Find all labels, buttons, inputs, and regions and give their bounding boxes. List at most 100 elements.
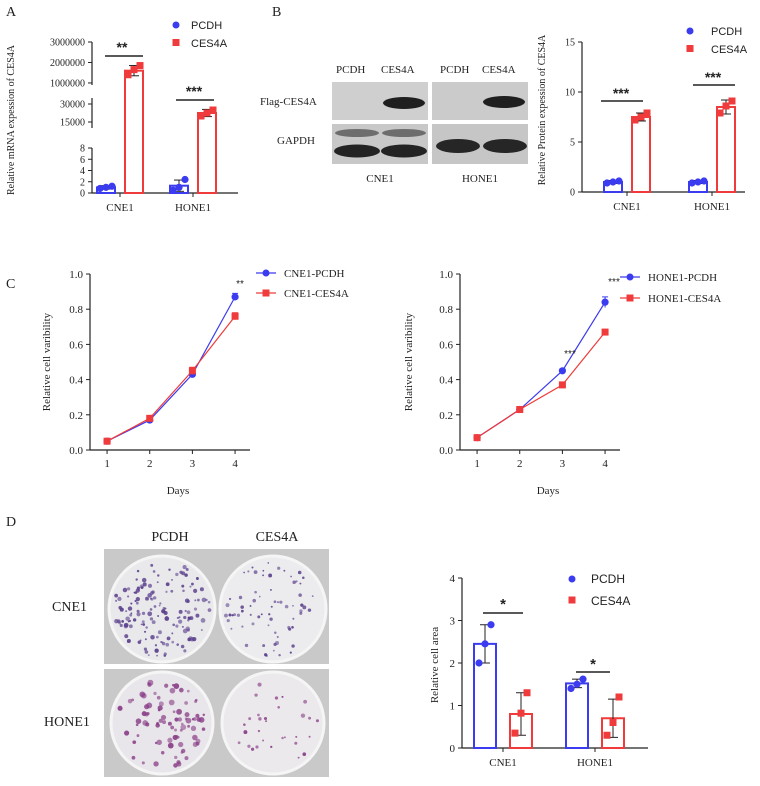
colony-dot-0-35 (121, 619, 125, 623)
colony-dot-0-101 (140, 623, 143, 626)
plate-cne1-pcdh (107, 554, 217, 664)
CL-x-tick-label-3: 4 (232, 458, 238, 470)
A-bar-ces4a-0 (124, 69, 144, 194)
panel-letter-c: C (6, 277, 15, 292)
colony-dot-3-13 (257, 729, 261, 733)
D-y-tick-label-4: 4 (450, 573, 456, 585)
colony-dot-0-110 (149, 617, 154, 621)
CL-x-tick-label-0: 1 (104, 458, 110, 470)
CR-point-0-3 (601, 298, 609, 306)
colony-dot-3-24 (258, 717, 262, 721)
blot-col-pcdh-1: PCDH (336, 64, 365, 76)
panel-d-legend-ces4a: CES4A (591, 594, 630, 608)
colony-dot-2-30 (184, 712, 190, 718)
colony-dot-0-120 (184, 598, 190, 603)
colony-dot-0-85 (184, 573, 188, 577)
colony-dot-1-69 (244, 643, 249, 648)
colony-dot-2-76 (178, 687, 184, 693)
CR-point-1-1 (516, 406, 524, 414)
colony-dot-1-25 (240, 609, 244, 613)
colony-dot-0-106 (150, 635, 155, 640)
panel-c-right-ylabel: Relative cell varibility (403, 312, 415, 411)
colony-dot-2-0 (173, 683, 180, 689)
colony-dot-0-52 (176, 643, 179, 646)
colony-dot-0-90 (183, 615, 187, 620)
colony-dot-2-38 (145, 722, 150, 727)
colony-dot-0-136 (178, 616, 181, 619)
CL-y-tick-label-1: 0.2 (69, 410, 83, 422)
colony-dot-3-9 (251, 747, 255, 751)
colony-dot-0-108 (180, 644, 185, 649)
colony-dot-0-91 (115, 599, 118, 602)
colony-dot-3-16 (315, 719, 319, 723)
colony-dot-3-26 (302, 752, 307, 756)
colony-dot-2-82 (162, 720, 167, 725)
B-x-tick-label-0: CNE1 (613, 201, 641, 213)
CR-point-1-2 (558, 381, 566, 389)
colony-dot-0-62 (157, 574, 160, 577)
colony-dot-1-46 (290, 575, 292, 578)
panel-a-sig-cne1: ** (117, 39, 128, 55)
CR-point-1-0 (473, 434, 481, 442)
D-point-ces4a-1-0 (603, 731, 611, 739)
A-point-ces4a-0-0 (124, 71, 132, 79)
CR-y-tick-label-0: 0.0 (439, 445, 453, 457)
colony-dot-3-0 (270, 745, 273, 749)
colony-dot-0-88 (145, 596, 149, 601)
colony-dot-1-40 (249, 605, 252, 607)
colony-dot-1-3 (291, 625, 294, 629)
colony-dot-0-113 (139, 584, 144, 589)
colony-dot-2-36 (158, 718, 163, 723)
CR-point-0-2 (558, 367, 567, 375)
A-point-pcdh-1-1 (175, 183, 183, 191)
colony-dot-1-51 (249, 613, 252, 616)
panel-d-legend-marker-ces4a (568, 596, 576, 604)
colony-dot-3-1 (237, 741, 241, 745)
colony-dot-2-42 (124, 730, 130, 736)
colony-dot-1-24 (254, 590, 257, 594)
A-point-ces4a-1-0 (197, 112, 205, 120)
A-y-tick-label-0-0: 0 (80, 189, 85, 200)
blot-band-gapdh-faint-2 (382, 129, 426, 137)
colony-dot-0-139 (147, 593, 152, 598)
panel-c-left-sig-day4: ** (236, 279, 244, 290)
colony-dot-1-35 (265, 654, 268, 657)
colony-dot-1-50 (302, 576, 305, 579)
colony-dot-3-14 (257, 713, 260, 717)
colony-dot-0-50 (171, 640, 175, 644)
colony-dot-0-112 (163, 654, 167, 657)
panel-c-left-ylabel: Relative cell varibility (41, 312, 53, 411)
colony-dot-0-107 (181, 584, 185, 588)
colony-dot-0-138 (185, 567, 189, 571)
colony-dot-0-58 (125, 616, 130, 621)
panel-d-sig-cne1: * (500, 596, 506, 613)
colony-dot-2-23 (187, 724, 191, 728)
colony-dot-1-9 (284, 604, 289, 609)
colony-dot-3-29 (308, 735, 311, 738)
colony-dot-1-49 (260, 613, 263, 616)
panel-c-left-legend-marker-ces4a (262, 289, 270, 297)
colony-dot-2-41 (169, 687, 176, 694)
colony-dot-0-0 (125, 610, 128, 613)
colony-dot-2-39 (195, 713, 200, 718)
colony-dot-3-23 (247, 744, 251, 748)
colony-dot-0-69 (196, 598, 200, 602)
colony-dot-0-141 (135, 578, 138, 581)
colony-dot-0-105 (201, 597, 207, 603)
A-y-tick-label-0-4: 8 (80, 144, 85, 155)
colony-dot-0-67 (193, 588, 198, 593)
colony-dot-2-10 (174, 717, 179, 722)
colony-dot-1-65 (302, 605, 307, 610)
colony-dot-1-44 (233, 613, 236, 617)
B-point-ces4a-0-1 (637, 113, 645, 121)
colony-dot-0-95 (190, 582, 194, 586)
colony-dot-0-117 (165, 642, 170, 647)
colony-dot-1-4 (238, 595, 243, 600)
colony-dot-1-13 (283, 569, 286, 572)
blot-band-flag-hone1-ces4a (483, 96, 525, 108)
CR-y-tick-label-4: 0.8 (439, 304, 453, 316)
panel-b-legend-marker-pcdh (686, 27, 694, 35)
CR-y-tick-label-2: 0.4 (439, 375, 453, 387)
blot-label-cne1: CNE1 (366, 173, 394, 185)
